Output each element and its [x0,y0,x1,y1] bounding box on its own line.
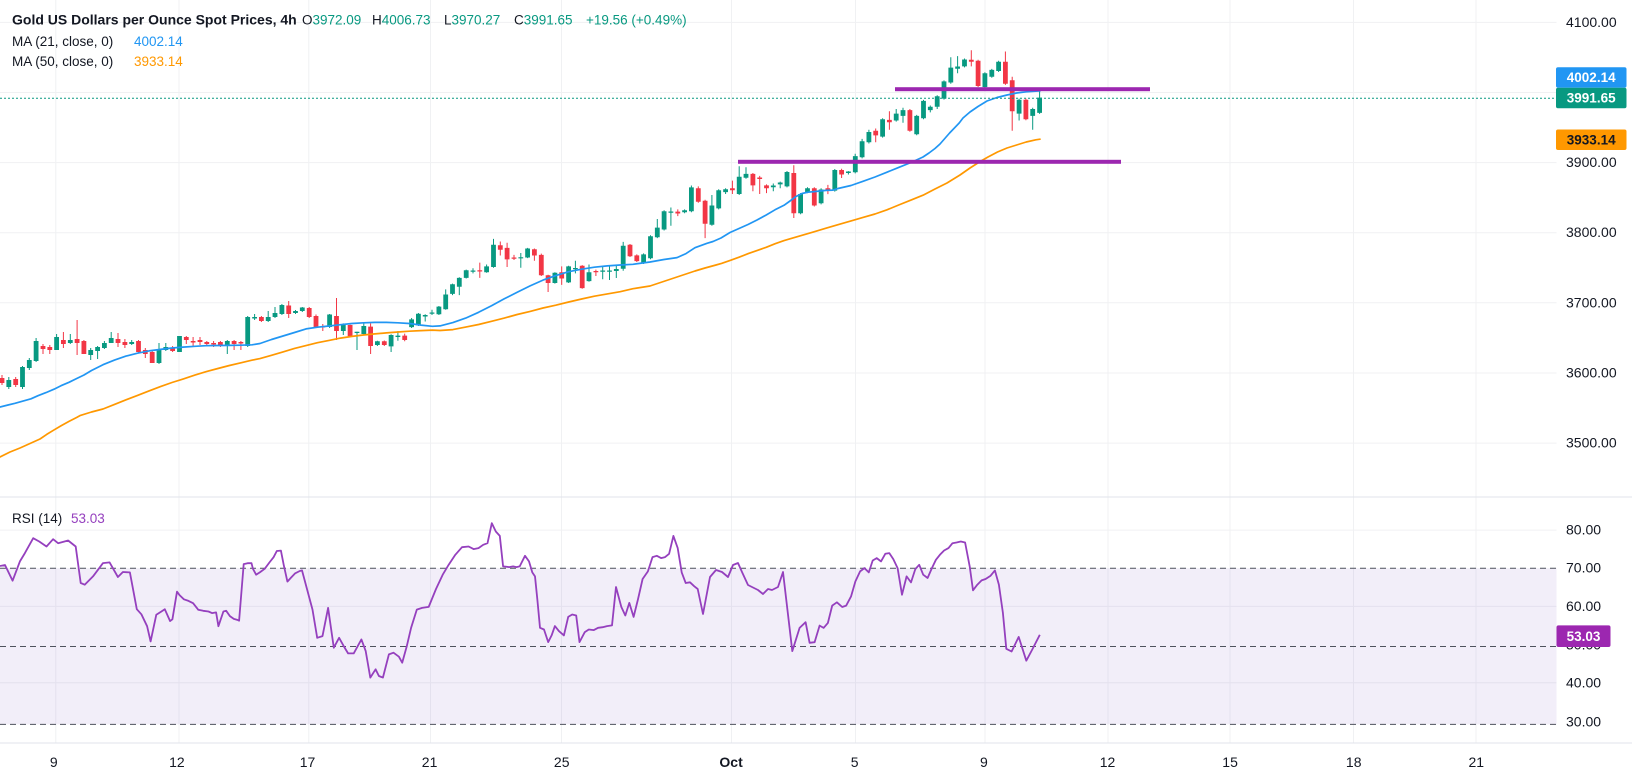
svg-text:C3991.65: C3991.65 [514,13,573,28]
svg-text:4100.00: 4100.00 [1566,14,1617,30]
svg-text:25: 25 [554,754,570,770]
svg-text:3933.14: 3933.14 [1567,132,1616,147]
svg-text:3600.00: 3600.00 [1566,365,1617,381]
svg-text:4002.14: 4002.14 [1567,70,1616,85]
svg-text:MA (21, close, 0): MA (21, close, 0) [12,34,113,49]
svg-text:3900.00: 3900.00 [1566,154,1617,170]
svg-text:21: 21 [1469,754,1485,770]
svg-text:12: 12 [169,754,185,770]
svg-text:RSI (14): RSI (14) [12,511,62,526]
svg-text:70.00: 70.00 [1566,560,1601,576]
svg-text:3800.00: 3800.00 [1566,224,1617,240]
svg-text:60.00: 60.00 [1566,598,1601,614]
svg-text:9: 9 [50,754,58,770]
svg-text:3700.00: 3700.00 [1566,294,1617,310]
svg-text:30.00: 30.00 [1566,713,1601,729]
svg-text:53.03: 53.03 [1567,629,1601,644]
svg-text:MA (50, close, 0): MA (50, close, 0) [12,54,113,69]
svg-text:53.03: 53.03 [71,511,105,526]
svg-text:H4006.73: H4006.73 [372,13,431,28]
svg-text:Oct: Oct [719,754,743,770]
svg-text:80.00: 80.00 [1566,522,1601,538]
svg-text:3500.00: 3500.00 [1566,435,1617,451]
svg-text:O3972.09: O3972.09 [302,13,361,28]
svg-text:Gold US Dollars per Ounce Spot: Gold US Dollars per Ounce Spot Prices, 4… [12,12,297,28]
svg-text:3991.65: 3991.65 [1567,91,1616,106]
svg-text:4002.14: 4002.14 [134,34,183,49]
svg-text:3933.14: 3933.14 [134,54,183,69]
svg-text:L3970.27: L3970.27 [444,13,500,28]
svg-text:40.00: 40.00 [1566,674,1601,690]
svg-text:+19.56 (+0.49%): +19.56 (+0.49%) [586,13,687,28]
svg-text:17: 17 [300,754,316,770]
svg-text:21: 21 [422,754,438,770]
svg-text:9: 9 [980,754,988,770]
svg-text:18: 18 [1346,754,1362,770]
svg-text:5: 5 [851,754,859,770]
svg-text:12: 12 [1100,754,1116,770]
svg-text:15: 15 [1222,754,1238,770]
